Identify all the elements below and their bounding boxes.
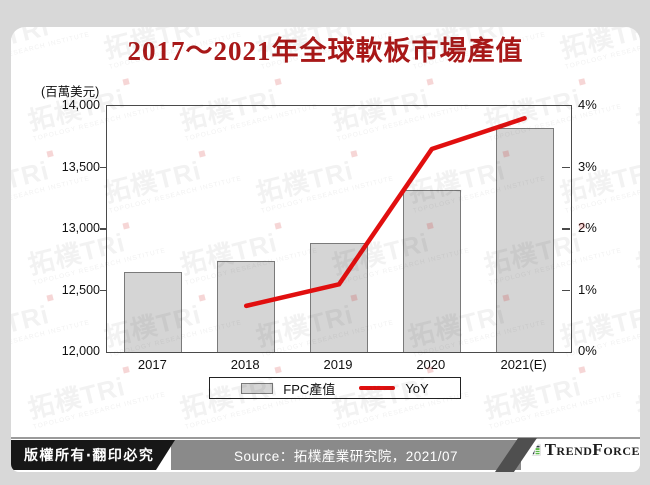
trendforce-wordmark: TrendForce: [544, 439, 640, 459]
right-axis-tick-label: 3%: [578, 158, 597, 174]
x-axis-label-2018: 2018: [230, 357, 260, 372]
left-axis-tickmark: [100, 166, 106, 168]
legend-line-swatch-icon: [359, 386, 396, 390]
copyright-text: 版權所有‧翻印必究: [24, 447, 155, 463]
right-axis-tickmark: [562, 228, 570, 230]
chart-title: 2017～2021年全球軟板市場產值: [127, 36, 524, 66]
right-axis-tickmark: [562, 166, 570, 168]
right-axis-tick-label: 1%: [578, 281, 597, 297]
copyright-banner: 版權所有‧翻印必究: [11, 440, 175, 470]
legend-line-label: YoY: [405, 380, 429, 396]
trendforce-logo: TrendForce: [523, 427, 640, 472]
x-axis-label-2021(E): 2021(E): [500, 357, 547, 372]
footer-divider: [11, 437, 640, 439]
right-axis-tick-label: 0%: [578, 343, 597, 358]
x-axis-label-2020: 2020: [416, 357, 446, 372]
bar-2021(E): [495, 128, 554, 352]
plot-area: [106, 105, 572, 353]
left-axis-tick-label: 13,000: [61, 221, 100, 235]
left-axis-tick-label: 13,500: [61, 159, 100, 174]
report-canvas: 2017～2021年全球軟板市場產值 (百萬美元) 14,000 13,500 13…: [11, 27, 640, 472]
legend: FPC產值 YoY: [209, 377, 461, 399]
left-axis-tickmark: [100, 289, 106, 291]
right-axis-tickmark: [562, 289, 570, 291]
x-axis-label-2017: 2017: [137, 357, 167, 372]
source-banner: Source：拓樸產業研究院，2021/07: [171, 440, 521, 470]
bar-2017: [124, 272, 183, 352]
yoy-line: [243, 116, 527, 309]
bar-2020: [402, 189, 461, 352]
source-text: Source：拓樸產業研究院，2021/07: [233, 449, 459, 464]
bar-2019: [310, 242, 368, 352]
left-axis-tick-label: 12,500: [61, 282, 100, 297]
legend-bar-label: FPC產值: [283, 381, 336, 397]
left-axis-tickmark: [100, 228, 106, 230]
left-axis-tick-label: 14,000: [61, 98, 100, 112]
legend-bar-swatch-icon: [241, 382, 274, 394]
left-axis-unit-label: (百萬美元): [41, 85, 100, 99]
x-axis-label-2019: 2019: [323, 357, 353, 372]
left-axis-tick-label: 12,000: [61, 344, 100, 358]
right-axis-tick-label: 4%: [578, 97, 597, 112]
right-axis-tick-label: 2%: [578, 220, 597, 235]
